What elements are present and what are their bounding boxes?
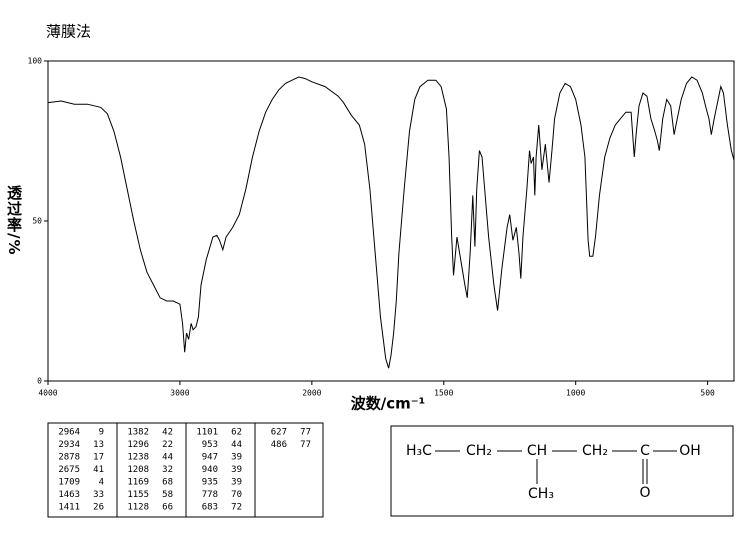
structure-frame — [390, 425, 734, 517]
chart-title: 薄膜法 — [46, 23, 91, 41]
peak-wavenumber: 683 — [202, 503, 218, 513]
peak-wavenumber: 1101 — [196, 428, 218, 438]
peak-wavenumber: 1709 — [58, 478, 80, 488]
peak-wavenumber: 935 — [202, 478, 218, 488]
atom: OH — [679, 443, 701, 459]
x-tick-label: 1500 — [434, 389, 453, 398]
plot-frame — [47, 60, 735, 382]
peak-transmittance: 41 — [93, 465, 104, 475]
peak-wavenumber: 1128 — [127, 503, 149, 513]
peak-transmittance: 44 — [162, 453, 173, 463]
peak-wavenumber: 2878 — [58, 453, 80, 463]
peak-wavenumber: 1411 — [58, 503, 80, 513]
atom: CH₂ — [466, 443, 492, 459]
peak-wavenumber: 1382 — [127, 428, 149, 438]
x-tick-label: 2000 — [302, 389, 321, 398]
x-tick-label: 4000 — [38, 389, 57, 398]
peak-transmittance: 77 — [300, 440, 311, 450]
peak-wavenumber: 2964 — [58, 428, 80, 438]
atom: CH — [527, 443, 547, 459]
bonds — [435, 450, 677, 484]
peak-wavenumber: 940 — [202, 465, 218, 475]
peak-transmittance: 9 — [99, 428, 104, 438]
peak-wavenumber: 947 — [202, 453, 218, 463]
peak-wavenumber: 2675 — [58, 465, 80, 475]
y-axis-label: 透过率/% — [5, 185, 23, 256]
peak-wavenumber: 627 — [271, 428, 287, 438]
peak-wavenumber: 1208 — [127, 465, 149, 475]
peak-transmittance: 44 — [231, 440, 242, 450]
peak-transmittance: 22 — [162, 440, 173, 450]
peak-wavenumber: 953 — [202, 440, 218, 450]
peak-transmittance: 32 — [162, 465, 173, 475]
peak-wavenumber: 486 — [271, 440, 287, 450]
spectrum-line — [47, 76, 735, 369]
peak-transmittance: 42 — [162, 428, 173, 438]
x-tick-label: 3000 — [170, 389, 189, 398]
y-tick-label: 0 — [37, 377, 42, 386]
peak-wavenumber: 1463 — [58, 490, 80, 500]
x-axis-label: 波数/cm⁻¹ — [351, 395, 426, 413]
atom: O — [639, 485, 650, 501]
peak-transmittance: 66 — [162, 503, 173, 513]
peak-wavenumber: 1238 — [127, 453, 149, 463]
peak-transmittance: 13 — [93, 440, 104, 450]
y-tick-label: 50 — [32, 217, 42, 226]
peak-transmittance: 58 — [162, 490, 173, 500]
atom: H₃C — [406, 443, 432, 459]
peak-wavenumber: 778 — [202, 490, 218, 500]
peak-transmittance: 77 — [300, 428, 311, 438]
peak-transmittance: 26 — [93, 503, 104, 513]
peak-transmittance: 17 — [93, 453, 104, 463]
peak-transmittance: 4 — [99, 478, 104, 488]
peak-wavenumber: 1296 — [127, 440, 149, 450]
atom: CH₃ — [528, 486, 554, 502]
peak-transmittance: 39 — [231, 478, 242, 488]
peak-transmittance: 39 — [231, 453, 242, 463]
peak-transmittance: 39 — [231, 465, 242, 475]
peak-wavenumber: 1169 — [127, 478, 149, 488]
x-tick-label: 500 — [700, 389, 715, 398]
atom: C — [640, 443, 650, 459]
x-tick-label: 1000 — [566, 389, 585, 398]
peak-transmittance: 70 — [231, 490, 242, 500]
peak-wavenumber: 1155 — [127, 490, 149, 500]
peak-transmittance: 33 — [93, 490, 104, 500]
peak-transmittance: 72 — [231, 503, 242, 513]
peak-wavenumber: 2934 — [58, 440, 80, 450]
peak-transmittance: 62 — [231, 428, 242, 438]
y-tick-label: 100 — [28, 57, 43, 66]
atom: CH₂ — [582, 443, 608, 459]
peak-transmittance: 68 — [162, 478, 173, 488]
